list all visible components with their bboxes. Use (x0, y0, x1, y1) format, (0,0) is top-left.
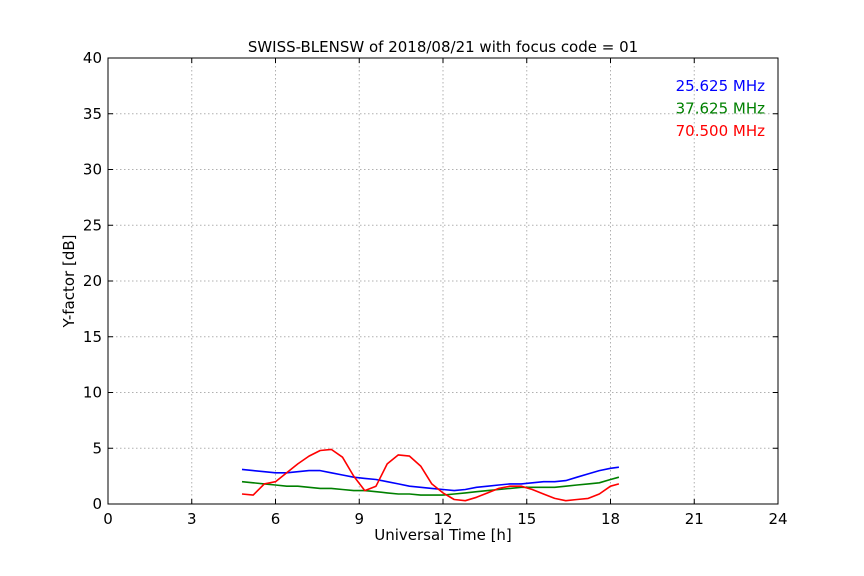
y-tick-label: 25 (83, 216, 102, 234)
x-tick-label: 12 (433, 510, 452, 528)
x-tick-label: 6 (271, 510, 281, 528)
x-tick-label: 18 (601, 510, 620, 528)
axis-ticks: 0 3 6 9 12 15 18 21 24 0 5 10 15 20 25 30 35 40 (83, 49, 788, 528)
x-tick-label: 3 (187, 510, 197, 528)
plot-series (241, 448, 620, 502)
y-tick-label: 20 (83, 272, 102, 290)
y-axis-label: Y-factor [dB] (60, 234, 78, 328)
legend-entry-2: 37.625 MHz (676, 100, 765, 118)
x-tick-label: 21 (685, 510, 704, 528)
x-axis-label: Universal Time [h] (374, 526, 512, 544)
y-tick-label: 10 (83, 384, 102, 402)
series-line-2 (241, 476, 620, 496)
y-tick-label: 15 (83, 328, 102, 346)
x-tick-label: 24 (768, 510, 787, 528)
x-tick-label: 0 (103, 510, 113, 528)
x-tick-label: 9 (354, 510, 364, 528)
y-tick-label: 30 (83, 161, 102, 179)
y-tick-label: 35 (83, 105, 102, 123)
y-tick-label: 40 (83, 49, 102, 67)
legend-entry-1: 25.625 MHz (676, 77, 765, 95)
y-tick-label: 0 (92, 495, 102, 513)
series-line-1 (241, 466, 620, 492)
y-tick-label: 5 (92, 439, 102, 457)
legend: 25.625 MHz 37.625 MHz 70.500 MHz (676, 77, 765, 140)
x-tick-label: 15 (517, 510, 536, 528)
chart-title: SWISS-BLENSW of 2018/08/21 with focus co… (248, 38, 638, 56)
series-line-3 (241, 448, 620, 502)
legend-entry-3: 70.500 MHz (676, 122, 765, 140)
